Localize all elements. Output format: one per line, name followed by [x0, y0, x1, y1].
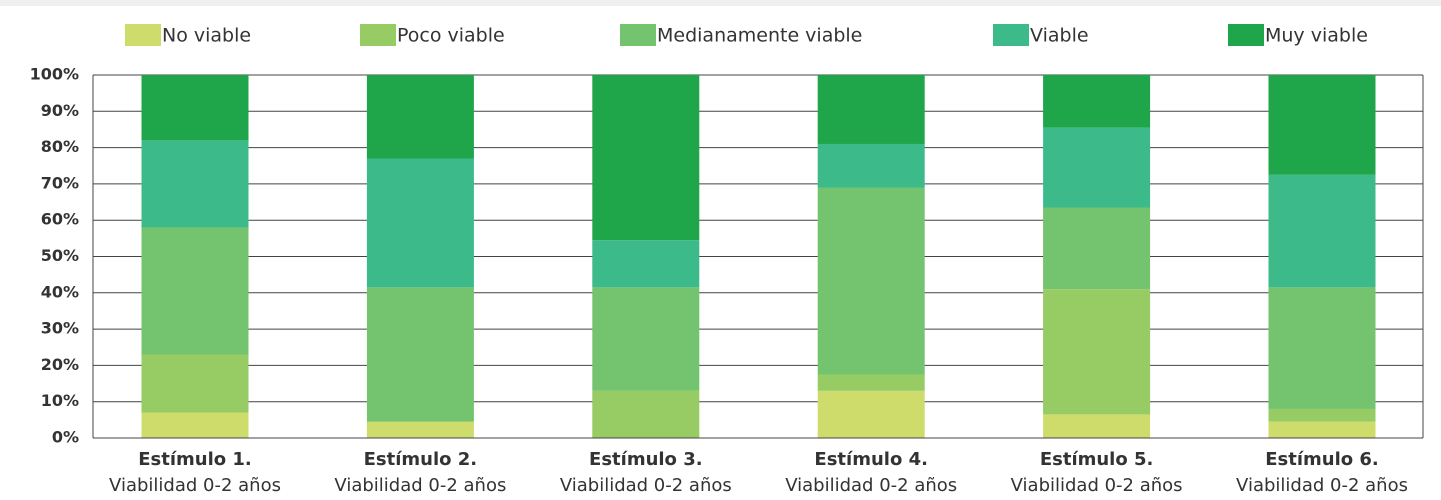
bar-segment [1043, 414, 1151, 438]
bar-segment [817, 187, 925, 375]
x-tick-sublabel: Viabilidad 0-2 años [560, 475, 732, 496]
bar-segment [592, 390, 700, 438]
y-tick-label: 70% [41, 173, 79, 192]
legend-swatch [1228, 24, 1264, 46]
bar-segment [1268, 421, 1376, 438]
legend-swatch [125, 24, 161, 46]
bar-segment [141, 75, 249, 141]
legend-swatch [993, 24, 1029, 46]
bar-segment [817, 143, 925, 188]
y-tick-label: 80% [41, 137, 79, 156]
bar-segment [1043, 289, 1151, 415]
bar-segment [366, 158, 474, 288]
bar-segment [1268, 408, 1376, 422]
x-tick-label: Estímulo 1. [138, 449, 252, 470]
x-tick-label: Estímulo 4. [814, 449, 928, 470]
bar-segment [366, 287, 474, 422]
legend-swatch [360, 24, 396, 46]
y-tick-label: 100% [30, 65, 79, 84]
bar-segment [817, 374, 925, 391]
bar-segment [366, 75, 474, 159]
bar-segment [1268, 174, 1376, 288]
bar-segment [592, 287, 700, 391]
x-tick-sublabel: Viabilidad 0-2 años [785, 475, 957, 496]
y-tick-label: 30% [41, 319, 79, 338]
legend-label: Muy viable [1265, 25, 1368, 47]
band [0, 0, 1441, 6]
bar-segment [1268, 287, 1376, 409]
x-tick-label: Estímulo 3. [589, 449, 703, 470]
y-tick-label: 0% [52, 428, 79, 447]
x-tick-sublabel: Viabilidad 0-2 años [334, 475, 506, 496]
x-tick-label: Estímulo 5. [1040, 449, 1154, 470]
legend-label: No viable [162, 25, 251, 47]
x-tick-sublabel: Viabilidad 0-2 años [1236, 475, 1408, 496]
y-tick-label: 50% [41, 246, 79, 265]
legend-label: Viable [1030, 25, 1089, 47]
bar-segment [1043, 207, 1151, 290]
legend-swatch [620, 24, 656, 46]
y-tick-label: 90% [41, 101, 79, 120]
x-tick-label: Estímulo 6. [1265, 449, 1379, 470]
legend-label: Poco viable [397, 25, 505, 47]
bar-segment [141, 354, 249, 413]
x-tick-label: Estímulo 2. [364, 449, 478, 470]
bar-segment [817, 390, 925, 438]
bar-segment [366, 421, 474, 438]
bar-segment [141, 140, 249, 228]
bar-segment [1043, 127, 1151, 208]
bar-segment [1043, 75, 1151, 128]
y-tick-label: 40% [41, 282, 79, 301]
x-tick-sublabel: Viabilidad 0-2 años [109, 475, 281, 496]
bar-segment [592, 75, 700, 241]
bar-segment [141, 227, 249, 355]
bar-segment [1268, 75, 1376, 175]
legend-label: Medianamente viable [657, 25, 862, 47]
bar-segment [592, 240, 700, 288]
bar-segment [817, 75, 925, 144]
y-tick-label: 60% [41, 210, 79, 229]
x-tick-sublabel: Viabilidad 0-2 años [1011, 475, 1183, 496]
y-tick-label: 20% [41, 355, 79, 374]
y-tick-label: 10% [41, 391, 79, 410]
bar-segment [141, 412, 249, 438]
